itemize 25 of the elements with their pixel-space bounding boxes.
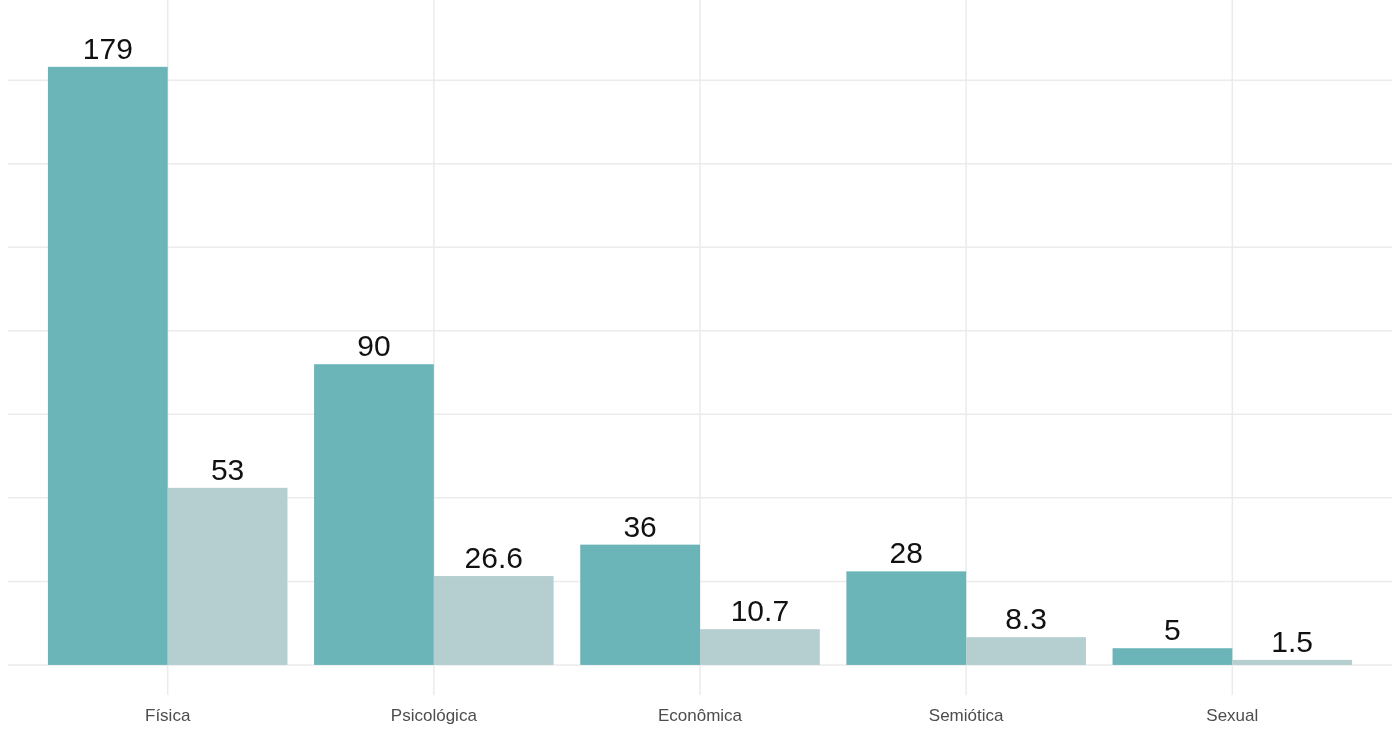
x-tick-label: Semiótica [928, 706, 1005, 725]
data-label: 53 [210, 452, 245, 486]
bar [580, 544, 700, 665]
bar [700, 629, 820, 665]
bar [314, 364, 434, 665]
data-label: 26.6 [464, 541, 523, 575]
x-tick-label: Psicológica [390, 706, 478, 725]
bar [846, 571, 967, 665]
bar [1112, 648, 1233, 665]
x-tick-label: Física [145, 706, 191, 725]
data-label: 179 [82, 31, 133, 65]
bar [1232, 659, 1353, 665]
bar [167, 487, 288, 665]
x-tick-label: Sexual [1206, 706, 1259, 725]
bar [433, 576, 554, 665]
data-label: 36 [623, 509, 657, 543]
x-tick-label: Econômica [657, 706, 743, 725]
data-label: 90 [357, 329, 391, 363]
data-label: 28 [889, 536, 923, 570]
data-label: 5 [1164, 613, 1181, 647]
data-label: 10.7 [730, 594, 790, 628]
data-label: 8.3 [1005, 602, 1047, 636]
bar [47, 66, 168, 665]
data-label: 1.5 [1271, 624, 1314, 658]
bar [966, 637, 1086, 665]
